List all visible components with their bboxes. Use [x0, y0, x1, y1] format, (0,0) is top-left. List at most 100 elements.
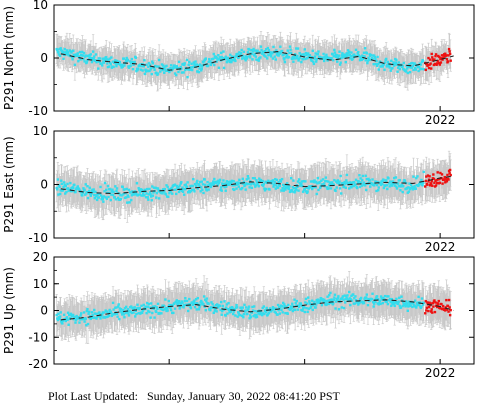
- data-point: [157, 58, 161, 62]
- data-point: [120, 63, 124, 66]
- data-point: [284, 56, 288, 59]
- data-point: [159, 70, 162, 73]
- data-point: [439, 61, 443, 64]
- data-point: [444, 52, 447, 55]
- data-point: [138, 64, 141, 68]
- data-point: [396, 70, 399, 73]
- data-point: [90, 56, 93, 60]
- data-point: [392, 61, 395, 64]
- data-point: [62, 185, 65, 189]
- data-point: [346, 54, 349, 57]
- data-point: [303, 48, 307, 51]
- data-point: [427, 56, 430, 60]
- data-point: [87, 189, 91, 193]
- data-point: [141, 69, 144, 72]
- data-point: [308, 53, 312, 57]
- data-point: [91, 50, 95, 53]
- data-point: [74, 190, 77, 194]
- data-point: [111, 193, 115, 197]
- data-point: [72, 49, 75, 52]
- data-point: [314, 60, 318, 63]
- data-point: [81, 191, 85, 194]
- data-point: [373, 56, 376, 59]
- data-point: [187, 63, 190, 66]
- data-point: [57, 184, 61, 187]
- data-point: [79, 191, 83, 194]
- data-point: [57, 50, 60, 54]
- data-point: [289, 48, 292, 51]
- data-point: [103, 181, 107, 185]
- data-point: [349, 57, 352, 60]
- data-point: [153, 64, 157, 68]
- data-point: [440, 57, 443, 60]
- data-point: [449, 59, 452, 62]
- data-point: [97, 196, 101, 199]
- data-point: [374, 57, 377, 60]
- data-point: [83, 188, 86, 191]
- data-point: [227, 59, 231, 62]
- data-point: [331, 53, 334, 56]
- data-point: [269, 53, 272, 56]
- data-point: [382, 63, 386, 66]
- panel-0: -10 0 10 2022 P291 North (mm): [2, 0, 475, 127]
- data-point: [202, 60, 206, 63]
- data-point: [231, 58, 235, 62]
- data-point: [117, 62, 120, 65]
- data-point: [262, 50, 265, 54]
- data-point: [217, 66, 221, 70]
- data-point: [340, 54, 343, 57]
- data-point: [374, 62, 378, 66]
- data-point: [108, 61, 112, 64]
- data-point: [61, 188, 65, 192]
- data-points: [55, 168, 452, 204]
- data-point: [163, 68, 167, 71]
- data-point: [448, 50, 451, 53]
- data-point: [299, 56, 302, 59]
- data-point: [239, 51, 243, 55]
- data-point: [350, 51, 353, 54]
- data-point: [146, 69, 149, 73]
- data-point: [313, 57, 316, 60]
- data-point: [375, 64, 379, 68]
- data-point: [254, 55, 258, 58]
- data-point: [387, 64, 391, 68]
- data-point: [237, 55, 240, 59]
- data-point: [300, 60, 303, 64]
- data-point: [266, 57, 269, 60]
- data-point: [259, 45, 263, 48]
- data-point: [136, 67, 140, 70]
- data-point: [180, 67, 183, 70]
- data-point: [113, 196, 116, 199]
- data-point: [296, 54, 299, 58]
- data-point: [445, 54, 448, 57]
- data-point: [190, 68, 194, 72]
- data-point: [99, 194, 103, 197]
- data-point: [85, 190, 89, 194]
- data-point: [230, 55, 234, 58]
- data-point: [240, 48, 243, 52]
- data-point: [345, 56, 348, 59]
- data-point: [394, 61, 398, 64]
- data-point: [384, 57, 388, 61]
- data-point: [424, 68, 427, 72]
- data-point: [375, 59, 378, 63]
- data-point: [91, 190, 95, 194]
- data-point: [414, 68, 417, 71]
- data-point: [292, 60, 295, 63]
- data-point: [253, 52, 256, 56]
- data-point: [139, 63, 142, 66]
- data-point: [112, 65, 115, 69]
- data-point: [98, 192, 102, 195]
- data-point: [242, 54, 245, 58]
- data-point: [337, 56, 340, 59]
- data-point: [59, 189, 62, 192]
- data-point: [386, 60, 390, 64]
- data-point: [296, 47, 300, 50]
- data-point: [287, 55, 291, 59]
- data-point: [442, 56, 445, 60]
- data-point: [131, 60, 134, 64]
- data-point: [303, 54, 306, 58]
- data-point: [188, 60, 191, 64]
- data-point: [82, 51, 86, 55]
- data-point: [63, 47, 66, 51]
